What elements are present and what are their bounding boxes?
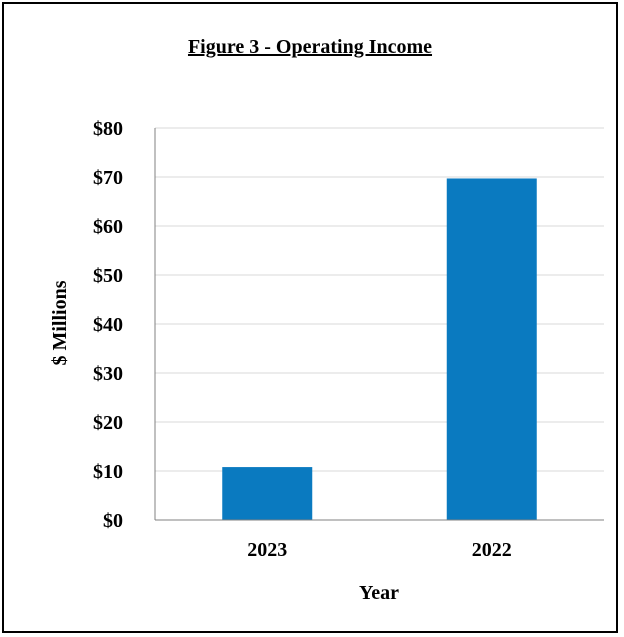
x-tick-labels: 2023 2022 — [247, 539, 512, 561]
y-tick-label: $80 — [93, 118, 123, 140]
bar-2023 — [222, 467, 312, 520]
y-axis-label: $ Millions — [49, 280, 71, 365]
y-tick-label: $10 — [93, 461, 123, 483]
bars — [222, 178, 537, 520]
y-tick-label: $30 — [93, 363, 123, 385]
y-tick-label: $40 — [93, 314, 123, 336]
y-tick-label: $50 — [93, 265, 123, 287]
bar-2022 — [447, 178, 537, 520]
y-tick-labels: $0 $10 $20 $30 $40 $50 $60 $70 $80 — [93, 118, 123, 532]
y-tick-label: $60 — [93, 216, 123, 238]
y-tick-label: $20 — [93, 412, 123, 434]
x-tick-label: 2022 — [472, 539, 512, 561]
x-axis-label: Year — [359, 582, 399, 604]
y-tick-label: $70 — [93, 167, 123, 189]
x-tick-label: 2023 — [247, 539, 287, 561]
y-tick-label: $0 — [103, 510, 123, 532]
